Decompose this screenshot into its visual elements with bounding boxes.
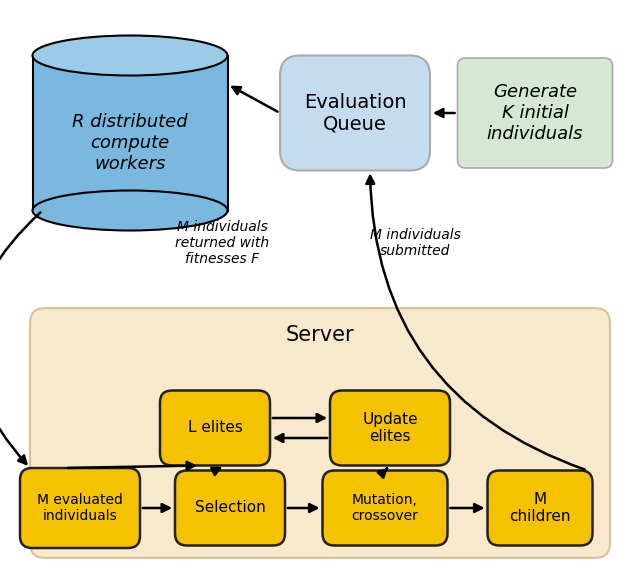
Text: M individuals
returned with
fitnesses F: M individuals returned with fitnesses F [175,220,269,266]
FancyBboxPatch shape [280,56,430,171]
Ellipse shape [33,190,227,230]
Text: Generate
K initial
individuals: Generate K initial individuals [487,83,583,143]
Text: Server: Server [285,325,355,345]
FancyBboxPatch shape [160,391,270,465]
FancyBboxPatch shape [458,58,612,168]
Text: M individuals
submitted: M individuals submitted [370,228,461,258]
Polygon shape [33,56,227,210]
Ellipse shape [33,36,227,76]
Text: R distributed
compute
workers: R distributed compute workers [72,113,188,173]
FancyBboxPatch shape [488,470,593,545]
FancyBboxPatch shape [175,470,285,545]
Text: Mutation,
crossover: Mutation, crossover [351,493,419,523]
Text: M evaluated
individuals: M evaluated individuals [37,493,123,523]
Text: M
children: M children [509,492,571,524]
FancyBboxPatch shape [30,308,610,558]
Text: Selection: Selection [195,500,266,516]
FancyBboxPatch shape [20,468,140,548]
Text: Update
elites: Update elites [362,412,418,444]
Text: Evaluation
Queue: Evaluation Queue [304,92,406,134]
FancyBboxPatch shape [330,391,450,465]
FancyBboxPatch shape [323,470,447,545]
Text: L elites: L elites [188,421,243,435]
